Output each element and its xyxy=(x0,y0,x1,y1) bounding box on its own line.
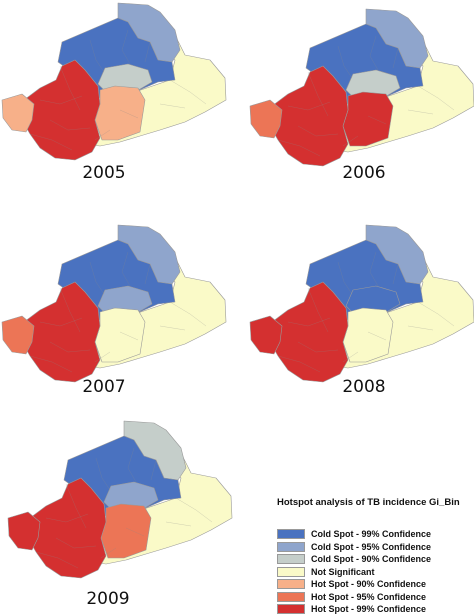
legend-label: Cold Spot - 95% Confidence xyxy=(311,541,432,552)
county-borders xyxy=(35,447,213,569)
region-south xyxy=(94,85,146,141)
legend-items: Cold Spot - 99% Confidence Cold Spot - 9… xyxy=(277,528,472,615)
region-west xyxy=(269,65,349,167)
region-southwest xyxy=(7,511,41,551)
region-west xyxy=(269,281,349,383)
year-label-2005: 2005 xyxy=(82,163,125,183)
region-southwest xyxy=(1,93,35,133)
legend-label: Not Significant xyxy=(311,566,375,577)
region-west xyxy=(21,59,101,161)
legend-swatch xyxy=(277,529,305,539)
map-panel xyxy=(1,2,227,161)
map-2009 xyxy=(7,420,233,579)
region-southwest xyxy=(249,99,283,139)
legend-swatch xyxy=(277,566,305,577)
county-borders xyxy=(277,35,455,157)
map-2008 xyxy=(249,224,474,383)
legend-swatch xyxy=(277,541,305,552)
legend-item-hot-99: Hot Spot - 99% Confidence xyxy=(277,603,472,615)
year-label-2008: 2008 xyxy=(342,377,385,397)
region-southwest xyxy=(1,315,35,355)
county-borders xyxy=(29,251,207,373)
region-south xyxy=(100,503,152,559)
year-label-2006: 2006 xyxy=(342,163,385,183)
legend-title: Hotspot analysis of TB incidence Gi_Bin xyxy=(277,497,460,508)
legend: Hotspot analysis of TB incidence Gi_Bin … xyxy=(277,497,472,616)
legend-item-cold-99: Cold Spot - 99% Confidence xyxy=(277,528,472,540)
legend-swatch xyxy=(277,604,305,614)
legend-item-hot-95: Hot Spot - 95% Confidence xyxy=(277,591,472,603)
county-borders xyxy=(29,29,207,151)
legend-label: Hot Spot - 90% Confidence xyxy=(311,579,427,589)
legend-label: Hot Spot - 99% Confidence xyxy=(311,604,427,614)
map-panel xyxy=(249,8,474,167)
map-panel xyxy=(7,420,233,579)
region-west xyxy=(27,477,107,579)
legend-item-cold-95: Cold Spot - 95% Confidence xyxy=(277,541,472,553)
legend-swatch xyxy=(277,579,305,589)
legend-item-not-significant: Not Significant xyxy=(277,566,472,578)
legend-item-cold-90: Cold Spot - 90% Confidence xyxy=(277,553,472,565)
legend-label: Cold Spot - 90% Confidence xyxy=(311,554,432,564)
legend-label: Hot Spot - 95% Confidence xyxy=(311,591,427,602)
map-panel xyxy=(1,224,227,383)
county-borders xyxy=(277,251,455,373)
region-southwest xyxy=(249,315,283,355)
map-2006 xyxy=(249,8,474,167)
map-2005 xyxy=(1,2,227,161)
year-label-2009: 2009 xyxy=(86,589,129,608)
legend-swatch xyxy=(277,591,305,602)
map-2007 xyxy=(1,224,227,383)
legend-swatch xyxy=(277,554,305,564)
region-south xyxy=(342,91,394,147)
year-label-2007: 2007 xyxy=(82,377,125,397)
map-panel xyxy=(249,224,474,383)
region-west xyxy=(21,281,101,383)
legend-item-hot-90: Hot Spot - 90% Confidence xyxy=(277,578,472,590)
region-south xyxy=(342,307,394,363)
legend-label: Cold Spot - 99% Confidence xyxy=(311,529,432,539)
region-south xyxy=(94,307,146,363)
